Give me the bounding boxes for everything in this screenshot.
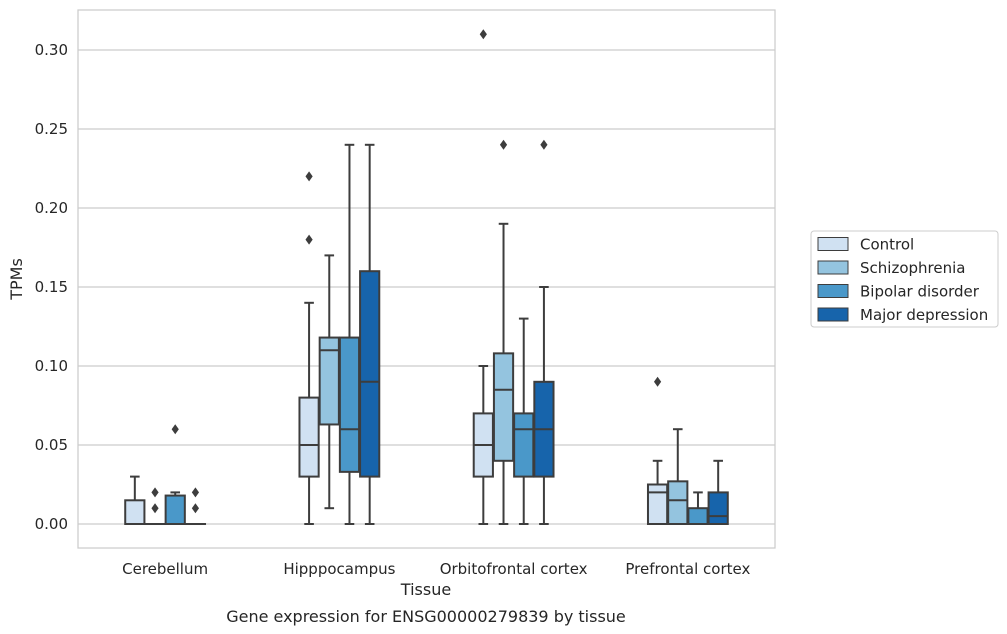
legend: Control Schizophrenia Bipolar disorder Majo…	[810, 230, 999, 328]
box-bipolar-disorder	[164, 424, 186, 525]
legend-frame	[810, 230, 999, 328]
box-control	[124, 475, 146, 525]
y-axis-title: TPMs	[7, 258, 26, 301]
outlier-point	[191, 487, 200, 498]
y-tick-label: 0.00	[35, 515, 68, 533]
x-tick-label: Orbitofrontal cortex	[440, 560, 588, 578]
box-schizophrenia	[667, 428, 689, 525]
box-iqr	[298, 396, 320, 478]
x-tick-label: Cerebellum	[122, 560, 208, 578]
box-major-depression	[359, 143, 381, 525]
y-tick-label: 0.10	[35, 357, 68, 375]
box-iqr	[707, 491, 729, 525]
legend-label: Major depression	[860, 306, 988, 324]
plot-frame	[77, 9, 776, 549]
y-tick-label: 0.05	[35, 436, 68, 454]
box-major-depression	[707, 459, 729, 525]
outlier-point	[151, 487, 159, 498]
legend-swatch	[817, 260, 849, 275]
box-control	[472, 29, 494, 525]
box-iqr	[667, 480, 689, 525]
box-iqr	[359, 270, 381, 478]
box-control	[646, 376, 669, 525]
legend-swatch	[817, 284, 849, 298]
outlier-point	[305, 234, 313, 245]
box-plot-marks	[124, 29, 729, 526]
box-schizophrenia	[144, 487, 166, 526]
box-iqr	[318, 336, 340, 426]
box-schizophrenia	[492, 139, 515, 525]
outlier-point	[305, 171, 313, 182]
box-iqr	[124, 499, 146, 525]
y-tick-label: 0.30	[35, 41, 68, 59]
legend-swatch	[817, 307, 849, 322]
outlier-point	[499, 139, 508, 150]
x-tick-label: Prefrontal cortex	[625, 560, 750, 578]
y-tick-label: 0.20	[35, 199, 68, 217]
box-bipolar-disorder	[687, 491, 709, 526]
outlier-point	[171, 424, 179, 435]
box-iqr	[164, 494, 186, 525]
legend-label: Schizophrenia	[860, 259, 965, 277]
legend-label: Control	[860, 236, 914, 254]
box-iqr	[687, 507, 709, 526]
legend-swatch	[817, 237, 849, 251]
box-schizophrenia	[318, 254, 340, 510]
x-tick-label: Hipppocampus	[283, 560, 395, 578]
box-iqr	[646, 483, 669, 525]
x-axis-title: Tissue	[400, 580, 451, 599]
outlier-point	[653, 376, 662, 387]
y-tick-label: 0.25	[35, 120, 68, 138]
legend-label: Bipolar disorder	[860, 283, 980, 301]
y-tick-labels: 0.00 0.05 0.10 0.15 0.20 0.25 0.30	[35, 41, 68, 533]
box-iqr	[513, 412, 535, 478]
x-tick-labels: Cerebellum Hipppocampus Orbitofrontal cort…	[122, 560, 750, 578]
box-major-depression	[184, 487, 207, 526]
outlier-point	[151, 503, 159, 514]
box-iqr	[338, 336, 361, 473]
box-control	[298, 171, 320, 525]
gridlines	[78, 49, 775, 525]
box-bipolar-disorder	[338, 143, 361, 525]
outlier-point	[479, 29, 487, 40]
box-iqr	[492, 352, 515, 462]
y-tick-label: 0.15	[35, 278, 68, 296]
chart-title: Gene expression for ENSG00000279839 by t…	[226, 607, 626, 626]
outlier-point	[191, 503, 200, 514]
box-bipolar-disorder	[513, 317, 535, 525]
box-major-depression	[533, 139, 555, 525]
outlier-point	[540, 139, 548, 150]
